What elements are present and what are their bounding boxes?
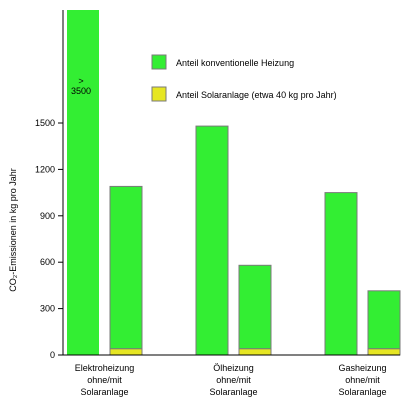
bar-conventional-2 [195, 125, 229, 356]
plot-area: >3500 [67, 10, 401, 356]
y-tick-label: 1200 [35, 164, 55, 174]
y-tick-label: 300 [40, 304, 55, 314]
category-labels: Elektroheizung ohne/mit Solaranlage Ölheizu… [75, 363, 387, 397]
bar-solar-1 [109, 348, 143, 356]
legend-label-1: Anteil Solaranlage (etwa 40 kg pro Jahr) [176, 90, 337, 100]
bar-conventional-0 [67, 10, 99, 355]
bar-solar-3 [238, 348, 272, 356]
legend-swatch-0 [151, 54, 167, 70]
y-tick-label: 600 [40, 257, 55, 267]
y-axis-title: CO₂-Emissionen in kg pro Jahr [8, 168, 18, 292]
bar-conventional-3 [238, 264, 272, 350]
category-label: Elektroheizung ohne/mit Solaranlage [75, 363, 135, 397]
y-tick-label: 1500 [35, 118, 55, 128]
legend-label-0: Anteil konventionelle Heizung [176, 58, 294, 68]
y-tick-label: 0 [50, 350, 55, 360]
category-label: Ölheizung ohne/mit Solaranlage [209, 363, 257, 397]
bar-conventional-1 [109, 185, 143, 350]
legend-swatch-1 [151, 86, 167, 102]
category-label: Gasheizung ohne/mit Solaranlage [338, 363, 386, 397]
y-tick-label: 900 [40, 211, 55, 221]
bar-conventional-5 [367, 290, 401, 350]
bar-solar-5 [367, 348, 401, 356]
y-ticks: 0 300 600 900 1200 1500 [35, 118, 63, 360]
bar-annotation: >3500 [71, 76, 91, 96]
bar-conventional-4 [324, 192, 358, 356]
legend: Anteil konventionelle Heizung Anteil Sola… [151, 54, 337, 102]
